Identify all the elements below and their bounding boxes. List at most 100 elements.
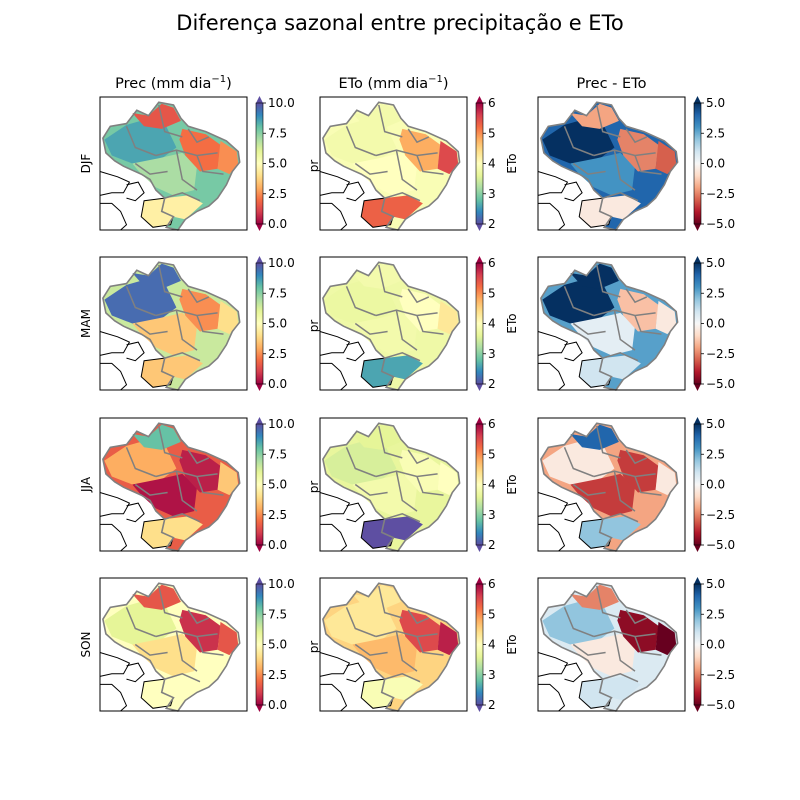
colorbar-tick-label: 5.0: [268, 478, 287, 492]
region-far_north: [132, 103, 181, 129]
region-central: [570, 633, 635, 677]
neighbour-border: [538, 523, 566, 552]
colorbar-extend-bottom: [694, 705, 701, 712]
region-central: [352, 152, 417, 196]
region-northeast_coast: [217, 621, 239, 656]
state-border: [187, 609, 210, 625]
region-far_north: [352, 103, 401, 129]
neighbour-border: [564, 341, 583, 362]
colorbar-tick-label: 7.5: [268, 607, 287, 621]
region-south: [384, 516, 423, 541]
state-border: [572, 643, 606, 656]
region-north: [324, 439, 397, 485]
brazil-outline: [322, 101, 461, 231]
state-border: [416, 315, 444, 335]
neighbour-border: [320, 523, 348, 552]
region-northeast_coast: [217, 461, 239, 496]
colorbar-tick-label: −5.0: [706, 538, 735, 552]
state-border: [375, 470, 438, 478]
region-north: [324, 118, 397, 164]
colorbar-extend-top: [476, 577, 483, 584]
state-border: [158, 585, 183, 619]
region-south: [164, 676, 203, 701]
region-south: [602, 195, 641, 220]
colorbar-tick-label: 5: [488, 607, 496, 621]
region-northeast_coast: [655, 300, 677, 335]
state-border: [164, 352, 201, 362]
region-central: [132, 312, 197, 356]
colorbar-tick-label: 0.0: [706, 478, 725, 492]
map-panel-prec-djf: 10.0 7.5 5.0 2.5 0.0: [99, 96, 295, 231]
figure-title: Diferença sazonal entre precipitação e E…: [176, 11, 624, 35]
state-border: [158, 425, 183, 459]
panel-frame: [319, 256, 468, 391]
region-northeast: [399, 128, 441, 172]
neighbour-border: [100, 362, 128, 391]
neighbour-border: [320, 202, 348, 231]
colorbar-tick-label: −5.0: [706, 377, 735, 391]
colorbar-tick-label: 2.5: [706, 126, 725, 140]
map-panel-diff-mam: 5.0 2.5 0.0 −2.5 −5.0: [537, 256, 735, 391]
column-title-diff: Prec - ETo: [577, 76, 647, 92]
region-central: [352, 473, 417, 517]
state-border: [155, 309, 218, 317]
ylabel-pr: pr: [307, 641, 321, 654]
brazil-outline: [540, 101, 679, 231]
colorbar-tick-label: 6: [488, 577, 496, 591]
state-border: [354, 643, 388, 656]
colorbar-tick-label: 4: [488, 478, 496, 492]
state-border: [407, 609, 430, 625]
colorbar-tick-label: 5.0: [706, 256, 725, 270]
colorbar-tick-label: 0.0: [706, 638, 725, 652]
map-panel-diff-djf: 5.0 2.5 0.0 −2.5 −5.0: [537, 96, 735, 231]
region-far_north: [352, 424, 401, 450]
state-border: [596, 585, 621, 619]
region-north: [542, 278, 615, 324]
colorbar-tick-label: 5: [488, 286, 496, 300]
colorbar: [476, 263, 483, 384]
region-northeast_coast: [437, 461, 459, 496]
map-panel-eto-son: pr 6 5 4 3 2 ETo: [307, 577, 519, 712]
state-border: [384, 673, 421, 683]
colorbar-tick-label: 5.0: [706, 417, 725, 431]
colorbar-extend-top: [476, 417, 483, 424]
state-border: [187, 288, 210, 304]
colorbar-tick-label: 3: [488, 187, 496, 201]
state-border: [395, 310, 418, 351]
neighbour-border: [319, 492, 351, 517]
region-central: [132, 473, 197, 517]
neighbour-border: [564, 502, 583, 523]
region-north: [104, 118, 177, 164]
colorbar-tick-label: 2.5: [706, 286, 725, 300]
state-border: [378, 425, 403, 459]
neighbour-border: [537, 492, 569, 517]
colorbar-tick-label: 4: [488, 317, 496, 331]
state-border: [196, 636, 224, 656]
neighbour-border: [126, 341, 145, 362]
colorbar-extend-top: [256, 577, 263, 584]
colorbar-tick-label: 0.0: [268, 217, 287, 231]
colorbar-extend-bottom: [476, 705, 483, 712]
row-label-son: SON: [79, 631, 93, 657]
colorbar-extend-top: [256, 256, 263, 263]
colorbar-tick-label: 3: [488, 347, 496, 361]
ylabel-pr: pr: [307, 320, 321, 333]
colorbar-tick-label: 0.0: [268, 377, 287, 391]
state-border: [378, 585, 403, 619]
colorbar: [256, 584, 263, 705]
map-panel-prec-son: 10.0 7.5 5.0 2.5 0.0: [99, 577, 295, 712]
state-border: [164, 513, 201, 523]
colorbar-tick-label: 10.0: [268, 577, 295, 591]
neighbour-border: [346, 181, 365, 202]
neighbour-border: [126, 502, 145, 523]
map-panel-eto-jja: pr 6 5 4 3 2 ETo: [307, 417, 519, 552]
state-border: [602, 352, 639, 362]
state-border: [354, 483, 388, 496]
state-border: [354, 162, 388, 175]
region-north: [542, 439, 615, 485]
region-central: [570, 152, 635, 196]
state-border: [175, 150, 198, 191]
colorbar: [256, 263, 263, 384]
colorbar-tick-label: 10.0: [268, 256, 295, 270]
